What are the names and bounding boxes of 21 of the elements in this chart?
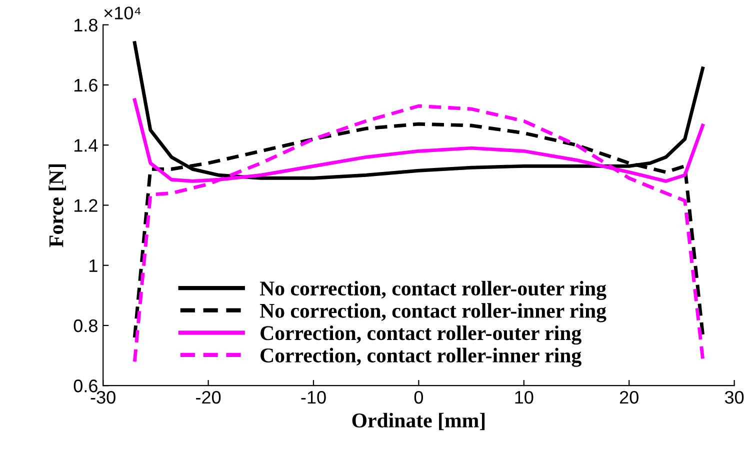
legend-label: Correction, contact roller-inner ring	[260, 348, 582, 367]
x-tick-label: 0	[414, 390, 424, 404]
y-tick-label: 1.2	[74, 199, 98, 212]
y-tick-label: 1.8	[74, 18, 98, 32]
x-tick-label: -20	[196, 390, 221, 404]
x-tick-label: -10	[301, 390, 326, 404]
x-axis-title: Ordinate [mm]	[352, 412, 485, 430]
y-tick-label: 0.6	[74, 380, 98, 392]
x-tick-label: -30	[90, 390, 116, 404]
legend-label: No correction, contact roller-outer ring	[260, 280, 606, 300]
y-tick-label: 0.8	[74, 319, 98, 332]
x-tick-label: 20	[620, 390, 638, 404]
text: ×10⁴	[104, 6, 141, 20]
y-tick-label: 1.6	[74, 78, 98, 92]
x-tick-label: 30	[724, 390, 744, 404]
y-axis-title: Force [N]	[48, 164, 66, 248]
x-tick-label: 10	[515, 390, 534, 404]
legend-label: No correction, contact roller-inner ring	[260, 303, 606, 322]
legend-label: Correction, contact roller-outer ring	[260, 325, 582, 345]
y-tick-label: 1	[90, 259, 98, 272]
y-tick-label: 1.4	[74, 139, 98, 152]
